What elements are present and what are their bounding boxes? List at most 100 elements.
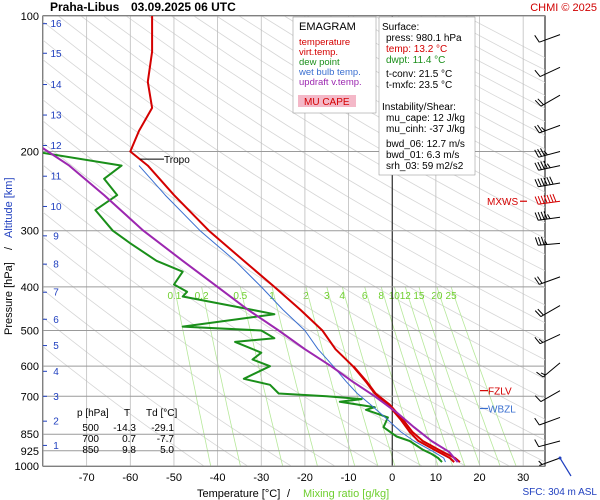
wind-barb-feather [543,160,548,169]
datetime-label: 03.09.2025 06 UTC [131,0,236,14]
wind-barb-shaft [540,305,561,318]
wind-barb [534,333,561,345]
wind-barb-feather [537,178,542,187]
wind-barb-feather [538,460,543,465]
altitude-tick-label: 8 [53,260,59,271]
wind-barb-feather [540,161,545,170]
table-row-p: 500 [82,423,99,434]
x-axis-label-mixing: Mixing ratio [g/kg] [303,488,389,500]
altitude-tick-label: 2 [53,417,59,428]
y-axis-label-separator: / [3,246,15,250]
wind-barb-shaft [538,216,561,221]
wind-barb-shaft [539,124,561,134]
wind-barb-feather [534,99,542,107]
wind-barb-feather [540,148,545,156]
pressure-tick-label: 925 [21,446,39,458]
legend-virt-temp: virt.temp. [299,47,338,58]
wind-barb-feather [536,371,544,378]
legend-temperature: temperature [299,37,350,48]
wind-barb-feather [540,195,545,204]
wind-barb-shaft [539,34,561,43]
wind-barb [534,94,561,107]
wind-barb [534,276,561,285]
wind-barb-shaft [539,66,561,78]
wind-barb [534,390,561,403]
wind-barb-feather [534,69,541,77]
info-box [378,16,476,176]
wind-barb [534,160,561,171]
mxws-label: MXWS [487,197,518,208]
mxws-marker: MXWS [487,197,527,208]
axes-layer: 1002003004005006007008509251000123456789… [15,11,530,484]
wind-barb [534,193,561,205]
wind-barb [534,148,561,158]
level-table: p [hPa] T Td [°C] 500 -14.3 -29.1 700 0.… [77,408,177,456]
surface-dwpt: dwpt: 11.4 °C [386,55,445,66]
dry-adiabat [193,16,545,224]
tropo-marker: Tropo [140,155,190,166]
mixing-ratio-label: 0.1 [167,291,181,302]
instability-title: Instability/Shear: [382,102,456,113]
wind-barb-feather [543,150,548,156]
legend-dew-point: dew point [299,57,340,68]
wind-barb-feather [534,237,539,246]
wind-barb-feather [543,177,548,186]
table-row-td: 5.0 [160,445,174,456]
table-row-p: 700 [82,434,99,445]
mixing-ratio-label: 4 [339,291,345,302]
dry-adiabat [103,16,545,289]
wind-barb [534,34,561,43]
wind-barb-feather [534,149,540,158]
wind-barb-shaft [538,165,561,171]
copyright-label: CHMI © 2025 [530,2,597,14]
altitude-tick-label: 13 [50,111,62,122]
wind-barb-feather [537,98,544,106]
wind-barb-feather [534,439,540,447]
wind-barb [534,416,561,426]
wind-barb-feather [540,236,545,245]
dry-adiabat [171,16,545,239]
mixing-ratio-label: 2 [303,291,309,302]
wind-barb [534,236,561,246]
wind-barb-shaft [539,457,561,466]
wind-barb-feather [534,336,541,345]
y-axis-label-altitude: Altitude [km] [3,177,15,238]
wbzl-label: WBZL [488,405,516,416]
mixing-ratio-label: 10 [389,291,401,302]
wind-barb-feather [538,338,544,343]
wind-barb-shaft [542,362,561,378]
altitude-tick-label: 6 [53,315,59,326]
temperature-tick-label: 0 [389,472,395,484]
wind-barb-feather [547,214,551,219]
wind-barb-feather [534,212,539,221]
mixing-ratio-label: 1 [269,291,275,302]
mixing-ratio-label: 0.5 [233,291,247,302]
wind-barb [534,124,561,134]
table-header-p: p [hPa] [77,408,109,419]
pressure-tick-label: 850 [21,429,39,441]
wind-barb-feather [543,195,548,204]
wind-barb-feather [546,194,551,203]
wind-barb-feather [534,310,542,317]
wind-barb [534,176,561,188]
wind-barb-feather [534,395,542,402]
surface-wind-line [559,457,572,477]
mu-cape-label: MU CAPE [304,97,350,108]
wind-barb-shaft [539,276,561,285]
inst-bwd-01: bwd_01: 6.3 m/s [386,150,459,161]
dry-adiabat [43,21,545,342]
wind-barb-feather [540,211,545,220]
grid-layer: 0.1 0.2 0.5 1 2 3 4 6 8 10 12 15 20 25 [43,16,545,466]
tropo-label: Tropo [164,155,190,166]
x-axis-label-temperature: Temperature [°C] [197,488,280,500]
mixing-ratio-label: 15 [413,291,425,302]
chart-title: EMAGRAM [299,21,356,33]
wbzl-marker: WBZL [480,405,516,416]
temperature-tick-label: -60 [122,472,138,484]
surface-wind-dot [558,456,562,460]
altitude-tick-label: 16 [50,19,62,30]
temperature-tick-label: 20 [473,472,485,484]
wind-barb [538,457,561,466]
wind-barb [536,362,561,378]
